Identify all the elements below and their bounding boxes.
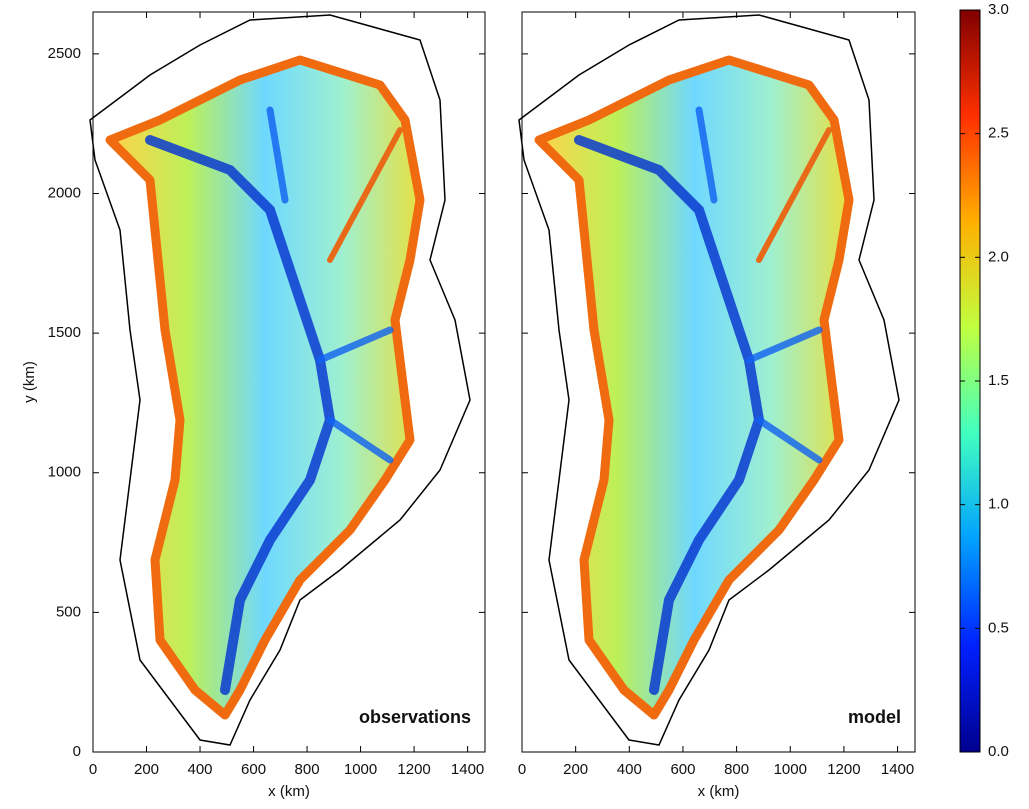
x-tick-label: 600 <box>241 761 266 778</box>
x-tick-label: 1400 <box>881 761 914 778</box>
x-tick-label: 800 <box>724 761 749 778</box>
panel-annotation: model <box>848 707 901 727</box>
x-axis-label: x (km) <box>268 783 310 800</box>
colorbar-tick-label: 1.5 <box>988 372 1009 389</box>
colorbar-tick-label: 0.0 <box>988 743 1009 760</box>
x-tick-label: 1000 <box>344 761 377 778</box>
y-tick-label: 2500 <box>48 45 81 62</box>
y-tick-label: 500 <box>56 603 81 620</box>
y-axis-label: y (km) <box>21 361 38 403</box>
x-axis-label: x (km) <box>698 783 740 800</box>
colorbar-tick-label: 2.0 <box>988 248 1009 265</box>
panel-annotation: observations <box>359 707 471 727</box>
x-tick-label: 1000 <box>774 761 807 778</box>
colorbar-tick-label: 0.5 <box>988 619 1009 636</box>
y-tick-label: 0 <box>73 743 81 760</box>
x-tick-label: 0 <box>518 761 526 778</box>
map-image <box>519 15 899 745</box>
x-tick-label: 1200 <box>827 761 860 778</box>
x-tick-label: 400 <box>188 761 213 778</box>
x-tick-label: 0 <box>89 761 97 778</box>
colorbar-tick-label: 3.0 <box>988 1 1009 18</box>
map-image <box>90 15 470 745</box>
colorbar-tick-label: 1.0 <box>988 496 1009 513</box>
y-tick-label: 1500 <box>48 324 81 341</box>
x-tick-label: 400 <box>617 761 642 778</box>
x-tick-label: 200 <box>134 761 159 778</box>
x-tick-label: 1400 <box>451 761 484 778</box>
y-tick-label: 2000 <box>48 184 81 201</box>
colorbar-tick-label: 2.5 <box>988 125 1009 142</box>
y-tick-label: 1000 <box>48 464 81 481</box>
x-tick-label: 1200 <box>397 761 430 778</box>
plot-frame <box>92 11 486 753</box>
plot-frame <box>521 11 916 753</box>
x-tick-label: 600 <box>670 761 695 778</box>
x-tick-label: 200 <box>563 761 588 778</box>
x-tick-label: 800 <box>295 761 320 778</box>
